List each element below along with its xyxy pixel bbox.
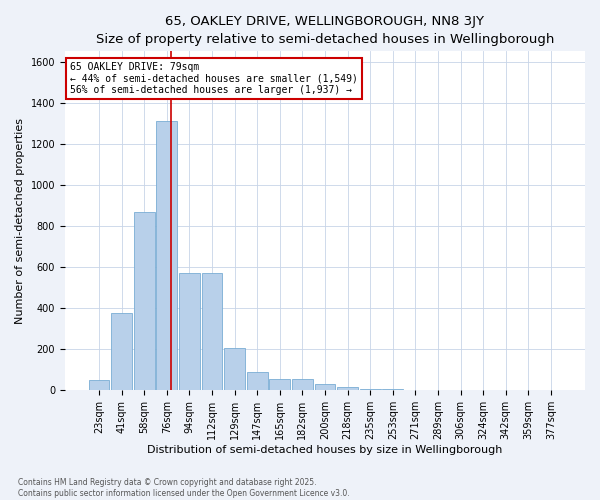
Bar (157, 121, 177, 390)
Bar (202, 273, 223, 390)
Bar (269, 379, 290, 390)
Bar (247, 372, 268, 390)
Bar (314, 384, 335, 390)
Bar (134, 212, 155, 390)
Text: 65 OAKLEY DRIVE: 79sqm
← 44% of semi-detached houses are smaller (1,549)
56% of : 65 OAKLEY DRIVE: 79sqm ← 44% of semi-det… (70, 62, 358, 94)
Bar (89, 380, 109, 390)
Bar (337, 388, 358, 390)
X-axis label: Distribution of semi-detached houses by size in Wellingborough: Distribution of semi-detached houses by … (147, 445, 503, 455)
Bar (179, 273, 200, 390)
Bar (292, 379, 313, 390)
Bar (224, 348, 245, 391)
Title: 65, OAKLEY DRIVE, WELLINGBOROUGH, NN8 3JY
Size of property relative to semi-deta: 65, OAKLEY DRIVE, WELLINGBOROUGH, NN8 3J… (96, 15, 554, 46)
Text: Contains HM Land Registry data © Crown copyright and database right 2025.
Contai: Contains HM Land Registry data © Crown c… (18, 478, 350, 498)
Y-axis label: Number of semi-detached properties: Number of semi-detached properties (15, 118, 25, 324)
Bar (111, 314, 132, 390)
